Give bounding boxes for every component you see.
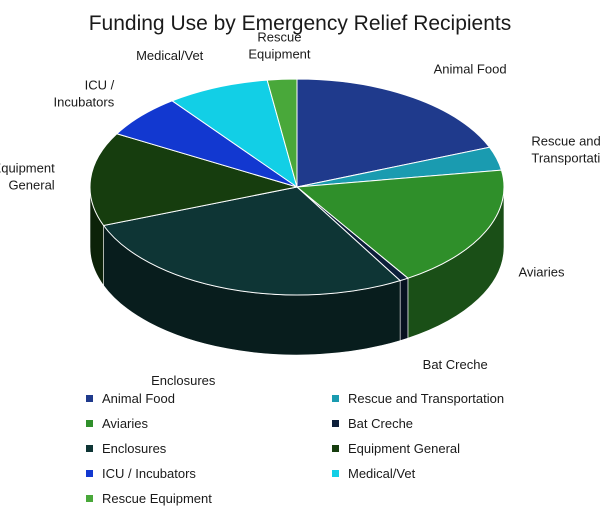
data-label-6: ICU / Incubators xyxy=(54,77,115,109)
pie-slices xyxy=(89,78,505,296)
data-label-2: Aviaries xyxy=(518,265,565,280)
data-label-7: Medical/Vet xyxy=(136,48,204,63)
data-label-8: Rescue Equipment xyxy=(248,29,311,61)
legend-item: ICU / Incubators xyxy=(86,464,332,483)
legend-label: Equipment General xyxy=(348,441,461,456)
legend-item: Animal Food xyxy=(86,389,332,408)
pie-slice-0 xyxy=(296,78,491,188)
legend-item: Medical/Vet xyxy=(332,464,556,483)
data-label-3: Bat Creche xyxy=(423,357,488,372)
legend-label: ICU / Incubators xyxy=(102,466,196,481)
pie-side-3 xyxy=(399,277,409,342)
legend-swatch xyxy=(86,395,93,402)
legend-swatch xyxy=(332,395,339,402)
pie-slice-5 xyxy=(89,133,298,227)
pie-slice-2 xyxy=(295,169,505,279)
data-label-0: Animal Food xyxy=(434,62,507,77)
pie-slice-7 xyxy=(171,79,298,189)
chart-title: Funding Use by Emergency Relief Recipien… xyxy=(89,12,512,35)
pie-slice-4 xyxy=(102,186,402,296)
legend-label: Medical/Vet xyxy=(348,466,416,481)
legend-swatch xyxy=(86,470,93,477)
legend-item: Rescue Equipment xyxy=(86,489,332,508)
data-label-4: Enclosures xyxy=(151,373,216,388)
legend-swatch xyxy=(332,470,339,477)
legend-label: Rescue Equipment xyxy=(102,491,212,506)
legend-label: Animal Food xyxy=(102,391,175,406)
legend-item: Enclosures xyxy=(86,439,332,458)
chart-legend: Animal Food Rescue and Transportation Avia… xyxy=(86,389,556,508)
legend-swatch xyxy=(332,445,339,452)
legend-swatch xyxy=(86,495,93,502)
legend-item: Aviaries xyxy=(86,414,332,433)
legend-label: Enclosures xyxy=(102,441,167,456)
legend-swatch xyxy=(86,445,93,452)
legend-label: Rescue and Transportation xyxy=(348,391,505,406)
legend-label: Aviaries xyxy=(102,416,149,431)
legend-item: Rescue and Transportation xyxy=(332,389,556,408)
legend-item: Bat Creche xyxy=(332,414,556,433)
legend-swatch xyxy=(86,420,93,427)
legend-label: Bat Creche xyxy=(348,416,414,431)
legend-swatch xyxy=(332,420,339,427)
pie-slice-8 xyxy=(266,78,298,188)
legend-item: Equipment General xyxy=(332,439,556,458)
